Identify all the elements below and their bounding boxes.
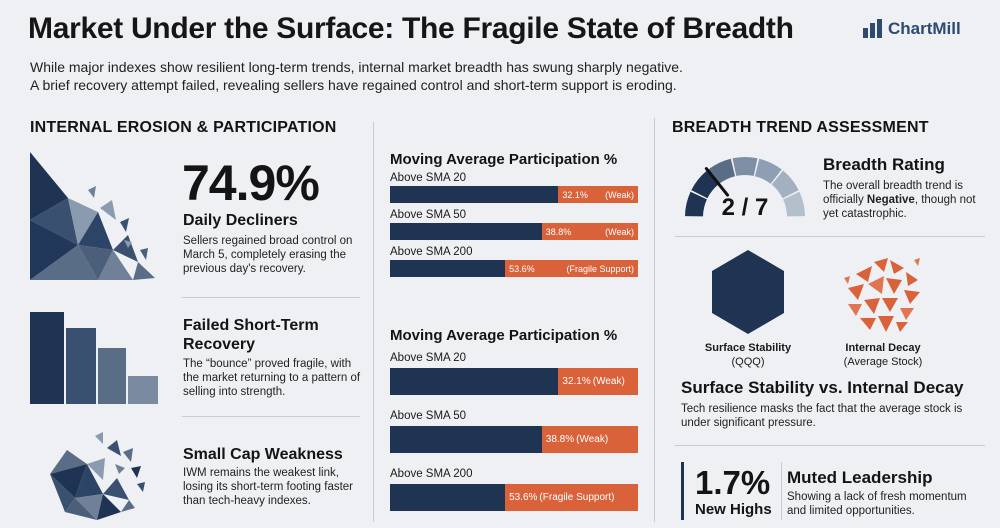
decliners-label: Daily Decliners (183, 212, 298, 229)
internal-decay-label: Internal Decay (Average Stock) (823, 341, 943, 369)
chart1-bar-track: 32.1% (Weak) (390, 186, 638, 203)
surface-stability-title: Surface Stability (704, 342, 792, 354)
chart1-bar-label: Above SMA 200 (390, 246, 473, 258)
chart2-bar-value: 53.6% (509, 492, 538, 503)
gauge-segment (685, 191, 707, 217)
chart1-bar-fill: 53.6% (Fragile Support) (505, 260, 638, 277)
chart2-bar-track: 53.6% (Fragile Support) (390, 484, 638, 511)
broken-hexagon-icon (50, 432, 145, 520)
chart1-bar-track: 38.8% (Weak) (390, 223, 638, 240)
chart2-bar-value: 38.8% (545, 434, 575, 445)
divider-left-1 (182, 297, 360, 298)
chart2-bar-fill: 53.6% (Fragile Support) (505, 484, 638, 511)
subtitle-line-1: While major indexes show resilient long-… (30, 59, 683, 75)
divider-left (373, 122, 374, 522)
chart2-bar-spacer (390, 368, 558, 395)
chart2-bar-fill: 38.8% (Weak) (541, 426, 638, 453)
chartmill-logo: ChartMill (862, 19, 961, 39)
comparison-desc: Tech resilience masks the fact that the … (681, 403, 963, 429)
chart1: Above SMA 20 32.1% (Weak) Above SMA 50 3… (390, 172, 638, 277)
chart2: Above SMA 20 32.1% (Weak) Above SMA 50 3… (390, 352, 638, 511)
chart2-bar-track: 32.1% (Weak) (390, 368, 638, 395)
shattered-triangle-icon (30, 152, 155, 280)
gauge-segment (771, 170, 799, 199)
rating-desc-prefix: The overall breadth trend is officially (823, 180, 963, 206)
chart2-bar-spacer (390, 484, 505, 511)
chart2-title: Moving Average Participation % (390, 327, 618, 344)
rating-title: Breadth Rating (823, 155, 945, 174)
recovery-title: Failed Short-Term Recovery (183, 316, 319, 354)
chart1-bar-fill: 38.8% (Weak) (541, 223, 638, 240)
leadership-title: Muted Leadership (787, 468, 933, 487)
chart1-bar-value: 32.1% (562, 189, 588, 200)
chart1-bar-spacer (390, 223, 542, 240)
chart2-bar-value: 32.1% (562, 376, 591, 387)
gauge-segment (754, 158, 782, 184)
chart2-bar-track: 38.8% (Weak) (390, 426, 638, 453)
recovery-title-line-2: Recovery (183, 336, 256, 353)
divider-right (654, 118, 655, 522)
section-title-breadth: BREADTH TREND ASSESSMENT (672, 119, 929, 136)
decliners-value: 74.9% (182, 155, 320, 211)
chart2-bar-tag: (Weak) (576, 434, 609, 445)
bar-chart-icon (863, 19, 882, 38)
gauge-segment (732, 157, 758, 176)
leadership-desc: Showing a lack of fresh momentum and lim… (787, 491, 967, 517)
subtitle-line-2: A brief recovery attempt failed, reveali… (30, 77, 677, 93)
page-title: Market Under the Surface: The Fragile St… (28, 12, 794, 45)
chart2-bar-label: Above SMA 20 (390, 352, 467, 364)
gauge-needle (704, 167, 730, 197)
internal-decay-subtitle: (Average Stock) (843, 356, 923, 368)
chart1-bar-tag: (Weak) (605, 189, 634, 200)
smallcap-title: Small Cap Weakness (183, 446, 343, 463)
chart1-bar-value: 38.8% (545, 226, 572, 237)
declining-steps-icon (30, 312, 158, 404)
surface-stability-ticker: (QQQ) (731, 356, 765, 368)
new-highs-value: 1.7% (695, 464, 771, 501)
chart1-title: Moving Average Participation % (390, 151, 618, 168)
chart1-bar-value: 53.6% (509, 263, 535, 274)
gauge-segments (685, 157, 805, 217)
logo-text: ChartMill (888, 19, 961, 38)
page-subtitle: While major indexes show resilient long-… (30, 58, 750, 94)
smallcap-desc: IWM remains the weakest link, losing its… (183, 467, 354, 507)
chart2-bar-tag: (Fragile Support) (539, 492, 615, 503)
solid-hexagon-icon (712, 250, 784, 334)
leadership-accent-bar (681, 462, 684, 520)
chart1-bar-tag: (Weak) (605, 226, 634, 237)
chart2-bar-spacer (390, 426, 542, 453)
shattered-hexagon-icon (844, 258, 920, 332)
rating-score: 2 / 7 (721, 194, 769, 221)
gauge-segment (691, 170, 719, 199)
chart1-bar-label: Above SMA 50 (390, 209, 467, 221)
chart1-bar-spacer (390, 186, 558, 203)
gauge-segment (783, 191, 805, 217)
divider-left-2 (182, 416, 360, 417)
chart1-bar-fill: 32.1% (Weak) (558, 186, 638, 203)
surface-stability-label: Surface Stability (QQQ) (688, 341, 808, 369)
chart2-bar-label: Above SMA 200 (390, 468, 473, 480)
internal-decay-title: Internal Decay (845, 342, 921, 354)
section-title-erosion: INTERNAL EROSION & PARTICIPATION (30, 119, 337, 136)
chart1-bar-tag: (Fragile Support) (566, 263, 634, 274)
rating-desc-suffix: , though not yet catastrophic. (823, 194, 976, 220)
chart1-bar-label: Above SMA 20 (390, 172, 467, 184)
decliners-desc: Sellers regained broad control on March … (183, 235, 353, 275)
chart1-bar-track: 53.6% (Fragile Support) (390, 260, 638, 277)
divider-right-2 (675, 445, 985, 446)
divider-right-1 (675, 236, 985, 237)
new-highs-label: New Highs (695, 501, 772, 518)
chart2-bar-fill: 32.1% (Weak) (558, 368, 638, 395)
rating-desc-bold: Negative (866, 194, 915, 206)
comparison-title: Surface Stability vs. Internal Decay (681, 378, 964, 397)
chart2-bar-label: Above SMA 50 (390, 410, 467, 422)
chart2-bar-tag: (Weak) (592, 376, 625, 387)
chart1-bar-spacer (390, 260, 505, 277)
recovery-desc: The “bounce” proved fragile, with the ma… (183, 358, 361, 398)
rating-desc: The overall breadth trend is officially … (823, 179, 988, 221)
leadership-divider (781, 462, 782, 520)
breadth-gauge (685, 157, 805, 217)
recovery-title-line-1: Failed Short-Term (183, 317, 319, 334)
